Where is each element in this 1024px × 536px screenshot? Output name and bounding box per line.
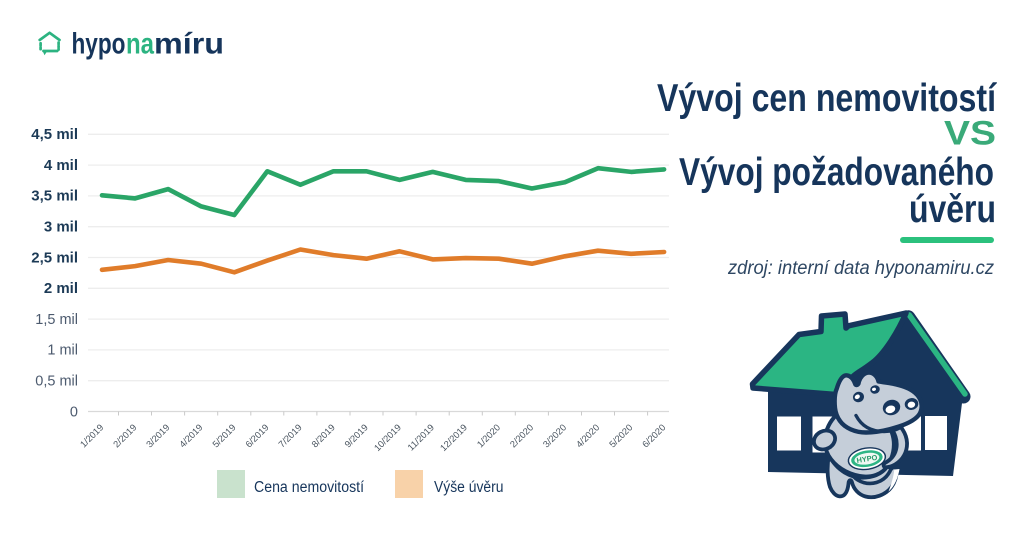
svg-text:4/2019: 4/2019 [177,422,204,449]
svg-text:0,5 mil: 0,5 mil [35,374,78,390]
svg-text:12/2019: 12/2019 [438,422,469,453]
svg-text:na: na [126,28,154,61]
svg-text:5/2020: 5/2020 [607,422,634,449]
svg-text:11/2019: 11/2019 [406,422,436,452]
svg-text:3/2019: 3/2019 [144,422,171,449]
svg-text:2/2020: 2/2020 [508,422,535,449]
svg-text:4,5 mil: 4,5 mil [31,126,78,143]
svg-text:6/2019: 6/2019 [244,422,271,449]
svg-text:2 mil: 2 mil [44,280,78,297]
svg-text:10/2019: 10/2019 [372,422,403,453]
svg-text:Vývoj požadovaného: Vývoj požadovaného [679,151,994,194]
svg-text:5/2019: 5/2019 [211,422,238,449]
svg-text:hypo: hypo [72,28,126,61]
svg-text:9/2019: 9/2019 [343,422,370,449]
svg-text:1/2020: 1/2020 [475,422,502,449]
svg-text:0: 0 [70,404,78,420]
svg-text:2/2019: 2/2019 [111,422,138,449]
svg-text:Výše úvěru: Výše úvěru [434,479,504,496]
svg-text:3/2020: 3/2020 [541,422,568,449]
svg-text:1 mil: 1 mil [47,343,78,359]
svg-text:míru: míru [154,28,224,61]
svg-text:4/2020: 4/2020 [574,422,601,449]
svg-text:zdroj: interní data hyponamiru: zdroj: interní data hyponamiru.cz [727,257,994,279]
svg-text:HYPO: HYPO [856,453,878,465]
svg-text:7/2019: 7/2019 [277,422,304,449]
svg-text:Vývoj cen nemovitostí: Vývoj cen nemovitostí [657,77,997,120]
svg-text:Cena nemovitostí: Cena nemovitostí [254,479,365,496]
svg-text:3 mil: 3 mil [44,219,78,236]
svg-text:8/2019: 8/2019 [310,422,337,449]
svg-text:úvěru: úvěru [909,188,996,231]
svg-text:1,5 mil: 1,5 mil [35,312,78,328]
svg-text:VS: VS [944,115,996,153]
svg-text:6/2020: 6/2020 [640,422,667,449]
svg-text:4 mil: 4 mil [44,157,78,174]
svg-text:1/2019: 1/2019 [78,422,105,449]
svg-text:2,5 mil: 2,5 mil [31,249,78,266]
svg-text:3,5 mil: 3,5 mil [31,188,78,205]
